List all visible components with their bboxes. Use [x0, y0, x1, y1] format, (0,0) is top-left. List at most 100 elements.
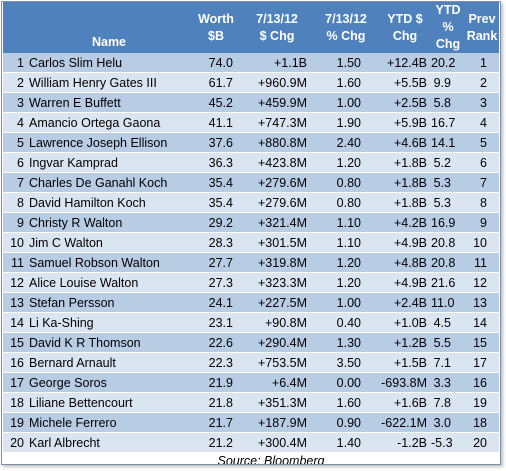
cell-rank: 14 [3, 312, 27, 333]
cell-ytd-dollar-change: +2.4B [379, 292, 431, 313]
cell-name: Bernard Arnault [27, 352, 191, 373]
cell-previous-rank: 7 [465, 172, 499, 193]
table-row: 7 Charles De Ganahl Koch 35.4 +279.6M 0.80 +1… [3, 172, 499, 193]
billionaires-table-panel: Name Worth $B 7/13/12 $ Chg 7/13/12 % Ch… [1, 1, 501, 465]
cell-day-dollar-change: +459.9M [241, 92, 313, 113]
cell-ytd-dollar-change: +1.2B [379, 332, 431, 353]
table-row: 5 Lawrence Joseph Ellison 37.6 +880.8M 2.40 +… [3, 132, 499, 153]
cell-day-percent-change: 1.10 [313, 232, 379, 253]
table-row: 3 Warren E Buffett 45.2 +459.9M 1.00 +2.5B 5.8… [3, 92, 499, 113]
cell-ytd-percent-change: 20.8 [431, 232, 465, 253]
cell-day-percent-change: 0.80 [313, 172, 379, 193]
cell-day-percent-change: 1.20 [313, 252, 379, 273]
cell-previous-rank: 17 [465, 352, 499, 373]
cell-day-percent-change: 1.00 [313, 92, 379, 113]
cell-previous-rank: 16 [465, 372, 499, 393]
cell-previous-rank: 20 [465, 432, 499, 453]
cell-ytd-percent-change: 14.1 [431, 132, 465, 153]
cell-worth: 21.7 [191, 412, 241, 433]
cell-previous-rank: 5 [465, 132, 499, 153]
cell-day-percent-change: 1.60 [313, 392, 379, 413]
cell-day-dollar-change: +90.8M [241, 312, 313, 333]
cell-name: Samuel Robson Walton [27, 252, 191, 273]
cell-day-percent-change: 1.50 [313, 53, 379, 73]
cell-day-dollar-change: +279.6M [241, 172, 313, 193]
cell-day-dollar-change: +323.3M [241, 272, 313, 293]
cell-day-dollar-change: +880.8M [241, 132, 313, 153]
cell-ytd-percent-change: 3.3 [431, 372, 465, 393]
cell-day-dollar-change: +319.8M [241, 252, 313, 273]
cell-ytd-percent-change: 5.3 [431, 172, 465, 193]
table-row: 4 Amancio Ortega Gaona 41.1 +747.3M 1.90 +5.9… [3, 112, 499, 133]
cell-day-dollar-change: +301.5M [241, 232, 313, 253]
cell-worth: 21.8 [191, 392, 241, 413]
header-worth: Worth $B [191, 2, 241, 53]
cell-ytd-percent-change: 4.5 [431, 312, 465, 333]
cell-day-percent-change: 1.40 [313, 432, 379, 453]
cell-worth: 22.3 [191, 352, 241, 373]
cell-worth: 35.4 [191, 172, 241, 193]
cell-ytd-dollar-change: +1.0B [379, 312, 431, 333]
cell-ytd-percent-change: 20.8 [431, 252, 465, 273]
cell-rank: 9 [3, 212, 27, 233]
cell-ytd-dollar-change: +1.8B [379, 172, 431, 193]
cell-name: Warren E Buffett [27, 92, 191, 113]
cell-name: Amancio Ortega Gaona [27, 112, 191, 133]
table-row: 11 Samuel Robson Walton 27.7 +319.8M 1.20 +4.… [3, 252, 499, 273]
cell-day-dollar-change: +960.9M [241, 72, 313, 93]
cell-day-percent-change: 1.60 [313, 72, 379, 93]
cell-rank: 16 [3, 352, 27, 373]
cell-day-percent-change: 1.20 [313, 152, 379, 173]
cell-ytd-percent-change: 16.7 [431, 112, 465, 133]
cell-worth: 74.0 [191, 53, 241, 73]
cell-rank: 1 [3, 53, 27, 73]
cell-worth: 41.1 [191, 112, 241, 133]
header-rank [3, 2, 27, 53]
cell-worth: 27.3 [191, 272, 241, 293]
billionaires-table: Name Worth $B 7/13/12 $ Chg 7/13/12 % Ch… [3, 2, 499, 453]
cell-previous-rank: 4 [465, 112, 499, 133]
cell-day-dollar-change: +6.4M [241, 372, 313, 393]
cell-ytd-percent-change: 5.5 [431, 332, 465, 353]
cell-worth: 61.7 [191, 72, 241, 93]
table-row: 8 David Hamilton Koch 35.4 +279.6M 0.80 +1.8B… [3, 192, 499, 213]
cell-ytd-percent-change: 5.2 [431, 152, 465, 173]
cell-ytd-dollar-change: +12.4B [379, 53, 431, 73]
cell-rank: 5 [3, 132, 27, 153]
cell-previous-rank: 11 [465, 252, 499, 273]
cell-rank: 3 [3, 92, 27, 113]
cell-previous-rank: 1 [465, 53, 499, 73]
cell-day-dollar-change: +1.1B [241, 53, 313, 73]
table-row: 20 Karl Albrecht 21.2 +300.4M 1.40 -1.2B -5.3 2… [3, 432, 499, 453]
cell-name: David Hamilton Koch [27, 192, 191, 213]
header-ytd-dollar-change: YTD $ Chg [379, 2, 431, 53]
table-row: 2 William Henry Gates III 61.7 +960.9M 1.60 +… [3, 72, 499, 93]
cell-day-dollar-change: +290.4M [241, 332, 313, 353]
cell-day-dollar-change: +227.5M [241, 292, 313, 313]
cell-name: Liliane Bettencourt [27, 392, 191, 413]
cell-previous-rank: 2 [465, 72, 499, 93]
table-row: 1 Carlos Slim Helu 74.0 +1.1B 1.50 +12.4B 20.2… [3, 53, 499, 73]
cell-rank: 2 [3, 72, 27, 93]
cell-ytd-percent-change: 5.3 [431, 192, 465, 213]
cell-day-dollar-change: +747.3M [241, 112, 313, 133]
header-day-percent-change: 7/13/12 % Chg [313, 2, 379, 53]
cell-previous-rank: 3 [465, 92, 499, 113]
cell-rank: 15 [3, 332, 27, 353]
cell-worth: 29.2 [191, 212, 241, 233]
cell-day-percent-change: 1.00 [313, 292, 379, 313]
cell-previous-rank: 6 [465, 152, 499, 173]
cell-name: Christy R Walton [27, 212, 191, 233]
header-row: Name Worth $B 7/13/12 $ Chg 7/13/12 % Ch… [3, 2, 499, 53]
cell-previous-rank: 9 [465, 212, 499, 233]
cell-ytd-dollar-change: +1.8B [379, 152, 431, 173]
cell-ytd-dollar-change: +1.8B [379, 192, 431, 213]
cell-previous-rank: 10 [465, 232, 499, 253]
cell-ytd-dollar-change: -622.1M [379, 412, 431, 433]
cell-ytd-dollar-change: -1.2B [379, 432, 431, 453]
cell-rank: 11 [3, 252, 27, 273]
cell-rank: 20 [3, 432, 27, 453]
cell-worth: 24.1 [191, 292, 241, 313]
cell-worth: 27.7 [191, 252, 241, 273]
cell-day-percent-change: 1.90 [313, 112, 379, 133]
